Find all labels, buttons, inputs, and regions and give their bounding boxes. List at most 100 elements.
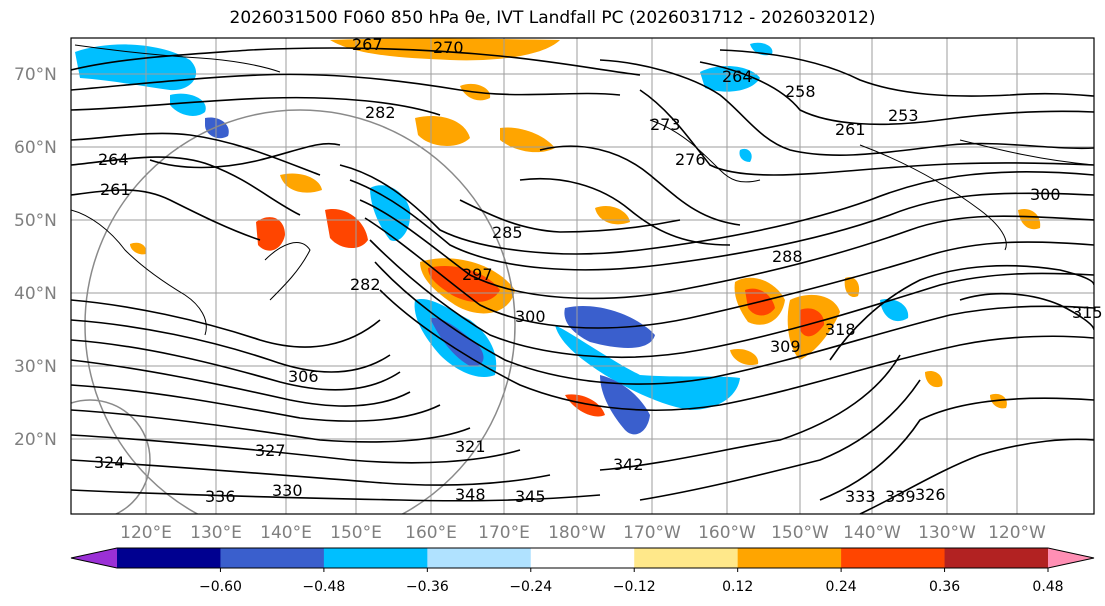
contour-label: 330	[272, 481, 303, 500]
lon-label: 150°W	[771, 523, 829, 543]
lat-label-50n: 50°N	[14, 211, 57, 231]
contour-label: 309	[770, 337, 801, 356]
negative-anomaly-region	[750, 42, 773, 56]
colorbar-tick-label: 0.48	[1032, 579, 1063, 595]
contour-label: 306	[288, 367, 319, 386]
lon-label: 120°W	[988, 523, 1046, 543]
contour-label: 300	[515, 307, 546, 326]
negative-anomaly-region	[170, 93, 206, 116]
latitude-labels: 70°N 60°N 50°N 40°N 30°N 20°N	[14, 65, 57, 450]
contour-label: 336	[205, 487, 236, 506]
contour-label: 324	[94, 453, 125, 472]
colorbar-tick-label: 0.24	[826, 579, 857, 595]
contour-label: 321	[455, 437, 486, 456]
contour-label: 264	[722, 67, 753, 86]
contour-label: 282	[365, 103, 396, 122]
colorbar-segment	[737, 548, 842, 568]
positive-anomaly-region	[1018, 208, 1041, 230]
contour-label: 270	[433, 38, 464, 57]
negative-anomaly-region	[739, 148, 752, 162]
colorbar-outline	[70, 547, 1095, 569]
colorbar-tick-label: −0.24	[509, 579, 552, 595]
negative-anomaly-region	[564, 306, 655, 348]
contour-label: 253	[888, 106, 919, 125]
colorbar-extend-high	[1048, 548, 1094, 568]
positive-anomaly-region	[844, 277, 860, 298]
contour-label: 282	[350, 275, 381, 294]
lat-label-70n: 70°N	[14, 65, 57, 85]
range-circles	[71, 109, 516, 514]
contour-label: 348	[455, 485, 486, 504]
graticule	[71, 38, 1094, 514]
shaded-anomaly-field	[75, 38, 1041, 435]
colorbar-tick-label: 0.36	[929, 579, 960, 595]
lon-label: 160°E	[405, 523, 457, 543]
lon-label: 170°E	[478, 523, 530, 543]
negative-anomaly-region	[555, 325, 740, 410]
contour-label: 297	[462, 265, 493, 284]
longitude-labels: 120°E 130°E 140°E 150°E 160°E 170°E 180°…	[120, 523, 1046, 543]
positive-anomaly-region	[565, 394, 605, 417]
colorbar-tick-label: −0.12	[613, 579, 656, 595]
colorbar: −0.60 −0.48 −0.36 −0.24 −0.12 0.12 0.24 0.36 0.4…	[70, 547, 1095, 595]
colorbar-segment	[530, 548, 635, 568]
lat-label-20n: 20°N	[14, 430, 57, 450]
positive-anomaly-region	[800, 308, 825, 337]
contour-label: 288	[772, 247, 803, 266]
lon-label: 120°E	[120, 523, 172, 543]
positive-anomaly-region	[415, 116, 470, 146]
positive-anomaly-region	[325, 209, 368, 249]
lon-label: 130°W	[918, 523, 976, 543]
colorbar-extend-low	[71, 548, 117, 568]
negative-anomaly-region	[880, 299, 909, 322]
positive-anomaly-region	[280, 173, 322, 193]
contour-label: 276	[675, 150, 706, 169]
lon-label: 140°E	[260, 523, 312, 543]
contour-label: 315	[1072, 303, 1103, 322]
colorbar-segment	[117, 548, 221, 568]
positive-anomaly-region	[925, 370, 943, 388]
contour-label: 342	[613, 455, 644, 474]
colorbar-tick-label: −0.60	[199, 579, 242, 595]
contour-label: 264	[98, 150, 129, 169]
contour-label: 345	[515, 487, 546, 506]
contour-label: 273	[650, 115, 681, 134]
positive-anomaly-region	[330, 38, 560, 61]
colorbar-segment	[944, 548, 1049, 568]
colorbar-tick-label: 0.12	[722, 579, 753, 595]
negative-anomaly-region	[370, 185, 411, 241]
map-frame	[70, 37, 1095, 515]
colorbar-segment	[841, 548, 946, 568]
positive-anomaly-region	[130, 242, 147, 255]
lon-label: 180°W	[548, 523, 606, 543]
lat-label-40n: 40°N	[14, 284, 57, 304]
positive-anomaly-region	[500, 127, 555, 153]
contour-value-labels: 267 270 264 258 261 253 282 273 276 264 …	[94, 35, 1103, 506]
negative-anomaly-region	[430, 317, 484, 367]
contour-label: 318	[825, 320, 856, 339]
lon-label: 140°W	[843, 523, 901, 543]
map-title: 2026031500 F060 850 hPa θe, IVT Landfall…	[229, 8, 876, 28]
contour-label: 300	[1030, 185, 1061, 204]
lon-label: 150°E	[330, 523, 382, 543]
coastlines	[71, 44, 1094, 336]
lon-label: 130°E	[190, 523, 242, 543]
negative-anomaly-region	[205, 117, 229, 139]
lon-label: 170°W	[623, 523, 681, 543]
colorbar-segment	[634, 548, 739, 568]
colorbar-tick-label: −0.36	[406, 579, 449, 595]
colorbar-tick-label: −0.48	[302, 579, 345, 595]
lon-label: 160°W	[698, 523, 756, 543]
colorbar-segment	[427, 548, 532, 568]
contour-label: 339	[885, 487, 916, 506]
positive-anomaly-region	[990, 393, 1007, 409]
lat-label-30n: 30°N	[14, 357, 57, 377]
colorbar-segment	[323, 548, 428, 568]
colorbar-segment	[220, 548, 325, 568]
contour-label: 261	[100, 180, 131, 199]
theta-e-contours	[71, 47, 1094, 514]
contour-label: 258	[785, 82, 816, 101]
lat-label-60n: 60°N	[14, 138, 57, 158]
positive-anomaly-region	[256, 217, 285, 251]
contour-label: 261	[835, 120, 866, 139]
